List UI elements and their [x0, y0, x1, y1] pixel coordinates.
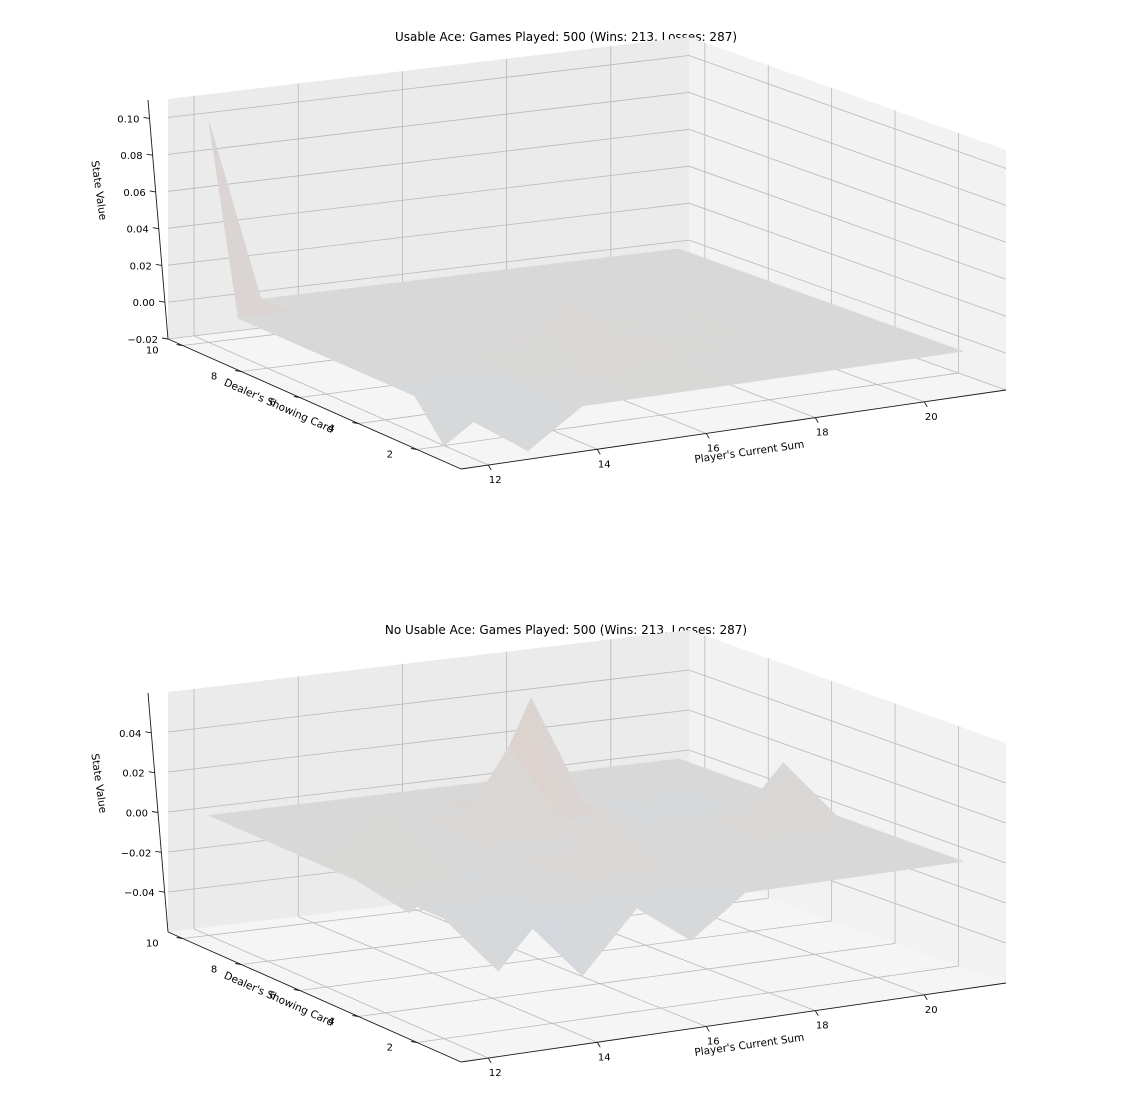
y-gridline	[358, 943, 896, 1017]
z-tick-label: 0.00	[133, 298, 155, 309]
usable-ace-plot: Usable Ace: Games Played: 500 (Wins: 213…	[88, 30, 1007, 486]
x-gridline	[193, 335, 489, 466]
x-tick	[596, 1042, 601, 1048]
x-tick-label: 14	[598, 1052, 611, 1063]
x-tick-label: 20	[925, 1005, 938, 1016]
z-tick-label: 0.00	[126, 809, 148, 820]
z-gridline	[167, 55, 1007, 169]
z-tick-label: 0.02	[130, 261, 152, 272]
z-tick	[155, 264, 162, 266]
y-tick-label: 6	[269, 991, 275, 1002]
y-tick	[176, 937, 183, 939]
surface-facet	[877, 339, 964, 360]
z-tick-label: 0.04	[127, 225, 149, 236]
x-axis-line	[460, 389, 1007, 470]
z-tick-label: 0.04	[119, 729, 141, 740]
x-tick	[487, 1057, 492, 1064]
x-tick	[596, 449, 601, 455]
z-tick	[146, 153, 153, 156]
chart-title: No Usable Ace: Games Played: 500 (Wins: …	[385, 623, 747, 637]
y-tick	[235, 963, 242, 965]
y-tick-label: 8	[211, 372, 217, 383]
x-tick-label: 14	[598, 459, 611, 470]
y-tick-label: 8	[211, 965, 217, 976]
z-tick	[152, 227, 159, 230]
y-axis-line	[167, 338, 462, 470]
y-tick	[176, 344, 183, 346]
y-tick-label: 10	[146, 346, 159, 357]
z-gridline	[167, 91, 1007, 206]
x-tick-label: 12	[489, 475, 502, 486]
z-tick	[143, 116, 150, 119]
y-tick-label: 10	[146, 939, 159, 950]
z-gridline	[167, 239, 1007, 354]
x-gridline	[298, 916, 598, 1043]
x-tick	[923, 994, 928, 1001]
surface-facet	[877, 849, 964, 870]
y-tick-label: 4	[328, 1017, 334, 1028]
x-tick-label: 18	[816, 428, 829, 439]
x-tick	[705, 1026, 710, 1032]
z-tick	[155, 850, 162, 853]
y-tick	[235, 370, 242, 372]
z-gridline	[167, 709, 1007, 824]
y-tick-label: 2	[387, 1043, 393, 1054]
surface	[207, 697, 964, 977]
z-tick-label: −0.02	[127, 335, 158, 346]
y-tick	[410, 448, 418, 450]
z-tick-label: 0.10	[117, 114, 139, 125]
z-tick-label: 0.02	[122, 769, 144, 780]
x-tick	[705, 433, 710, 439]
y-tick-label: 2	[387, 450, 393, 461]
no-usable-ace-plot: No Usable Ace: Games Played: 500 (Wins: …	[88, 623, 1007, 1079]
y-tick	[352, 1015, 359, 1017]
z-tick-label: 0.06	[123, 188, 145, 199]
y-tick	[352, 422, 359, 424]
z-gridline	[167, 128, 1007, 243]
z-axis-label: State Value	[88, 160, 108, 221]
z-axis-line	[147, 99, 169, 340]
x-tick	[814, 1010, 819, 1016]
y-gridline	[416, 965, 959, 1043]
x-tick	[487, 464, 492, 471]
x-tick-label: 20	[925, 412, 938, 423]
y-tick-label: 6	[269, 398, 275, 409]
surface	[208, 120, 964, 452]
y-tick-label: 4	[328, 424, 334, 435]
z-tick	[158, 300, 165, 303]
z-gridline	[167, 202, 1007, 317]
x-tick	[923, 401, 928, 408]
z-tick	[151, 811, 159, 813]
z-tick	[149, 190, 156, 193]
z-gridline	[167, 669, 1007, 784]
z-tick	[158, 890, 165, 893]
z-tick-label: −0.02	[121, 848, 152, 859]
y-axis-line	[167, 931, 462, 1063]
z-gridline	[167, 165, 1007, 280]
chart-title: Usable Ace: Games Played: 500 (Wins: 213…	[395, 30, 737, 44]
x-tick-label: 18	[816, 1021, 829, 1032]
x-gridline	[193, 928, 489, 1059]
x-tick-label: 16	[707, 1036, 720, 1047]
z-tick	[145, 731, 152, 734]
y-tick	[293, 396, 300, 398]
z-tick-label: 0.08	[120, 151, 142, 162]
x-tick-label: 16	[707, 443, 720, 454]
y-tick	[410, 1041, 418, 1043]
z-tick-label: −0.04	[124, 888, 155, 899]
x-tick	[814, 417, 819, 423]
z-gridline	[167, 749, 1007, 864]
z-axis-label: State Value	[88, 753, 108, 814]
z-tick	[148, 771, 155, 774]
x-tick-label: 12	[489, 1068, 502, 1079]
y-tick	[293, 989, 300, 991]
z-tick	[161, 337, 169, 340]
x-axis-line	[460, 982, 1007, 1063]
